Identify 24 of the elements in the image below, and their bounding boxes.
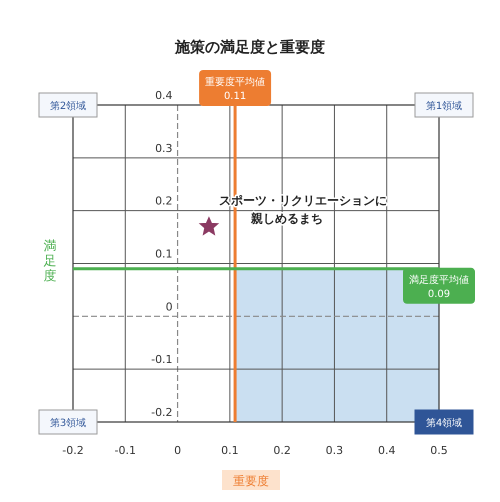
- x-tick-label: 0.3: [326, 444, 344, 457]
- annotation: 第3領域: [50, 417, 86, 429]
- ref-line-label: 重要度平均値 0.11: [205, 76, 266, 102]
- ref-line-label: 満足度平均値 0.09: [409, 274, 469, 300]
- x-tick-label: -0.1: [114, 444, 136, 457]
- y-tick-label: 0.4: [155, 89, 173, 102]
- x-tick-label: 0.4: [378, 444, 396, 457]
- y-axis-title: 満足度: [44, 239, 56, 284]
- y-tick-label: -0.1: [151, 353, 173, 366]
- x-axis-title: 重要度: [233, 474, 269, 488]
- x-tick-label: -0.2: [62, 444, 84, 457]
- x-tick-label: 0: [174, 444, 182, 457]
- chart-title: 施策の満足度と重要度: [174, 38, 325, 56]
- x-tick-label: 0.1: [221, 444, 239, 457]
- annotation: 第1領域: [426, 100, 462, 112]
- annotation: 第2領域: [50, 100, 86, 112]
- y-tick-label: 0.3: [155, 142, 173, 155]
- y-tick-label: -0.2: [151, 406, 173, 419]
- y-tick-label: 0: [166, 300, 173, 314]
- annotation: 第4領域: [426, 417, 462, 429]
- y-tick-label: 0.2: [155, 194, 173, 208]
- x-tick-label: 0.5: [430, 444, 448, 457]
- y-tick-label: 0.1: [155, 248, 173, 260]
- x-tick-label: 0.2: [273, 444, 291, 457]
